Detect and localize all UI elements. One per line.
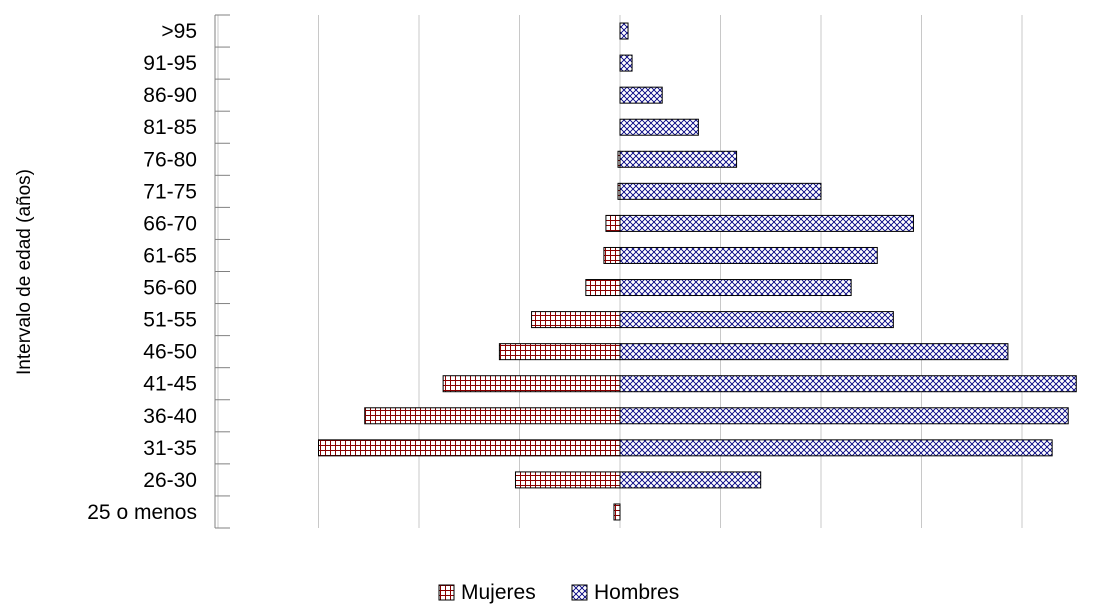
bar-hombres xyxy=(619,214,914,232)
bar-hombres xyxy=(619,375,1077,393)
bar-mujeres xyxy=(442,375,621,393)
bar-mujeres xyxy=(364,407,621,425)
category-label: 81-85 xyxy=(143,116,197,139)
bar-hombres xyxy=(619,118,699,136)
bar-hombres xyxy=(619,471,762,489)
bar-hombres xyxy=(619,343,1009,361)
category-label: 41-45 xyxy=(143,373,197,396)
category-label: 56-60 xyxy=(143,277,197,300)
category-label: 46-50 xyxy=(143,341,197,364)
legend-swatch-hombres xyxy=(571,584,588,601)
category-label: 36-40 xyxy=(143,405,197,428)
bar-hombres xyxy=(619,311,894,329)
bar-hombres xyxy=(619,279,852,297)
category-label: 66-70 xyxy=(143,212,197,235)
bar-mujeres xyxy=(613,503,621,521)
bar-mujeres xyxy=(603,246,621,264)
bar-hombres xyxy=(619,86,663,104)
legend-label-mujeres: Mujeres xyxy=(461,581,536,604)
bar-mujeres xyxy=(514,471,621,489)
bar-mujeres xyxy=(498,343,621,361)
category-label: >95 xyxy=(161,20,197,43)
legend: Mujeres Hombres xyxy=(438,581,679,604)
bar-hombres xyxy=(619,150,738,168)
category-label: 86-90 xyxy=(143,84,197,107)
bar-hombres xyxy=(619,407,1069,425)
category-label: 26-30 xyxy=(143,469,197,492)
bars xyxy=(318,22,1077,521)
bar-mujeres xyxy=(605,214,621,232)
bar-hombres xyxy=(619,246,878,264)
category-label: 25 o menos xyxy=(87,501,197,524)
category-label: 71-75 xyxy=(143,180,197,203)
y-axis-title: Intervalo de edad (años) xyxy=(14,169,35,375)
category-label: 76-80 xyxy=(143,148,197,171)
bar-mujeres xyxy=(318,439,621,457)
category-labels: 25 o menos 26-30 31-35 36-40 41-45 46-50 51-55… xyxy=(87,20,197,524)
category-axis xyxy=(214,14,230,529)
category-label: 61-65 xyxy=(143,244,197,267)
category-label: 51-55 xyxy=(143,309,197,332)
bar-hombres xyxy=(619,54,633,72)
bar-mujeres xyxy=(585,279,621,297)
bar-hombres xyxy=(619,22,629,40)
bar-hombres xyxy=(619,182,822,200)
category-label: 31-35 xyxy=(143,437,197,460)
bar-hombres xyxy=(619,439,1053,457)
legend-label-hombres: Hombres xyxy=(594,581,679,604)
category-label: 91-95 xyxy=(143,52,197,75)
bar-mujeres xyxy=(531,311,621,329)
legend-swatch-mujeres xyxy=(438,584,455,601)
